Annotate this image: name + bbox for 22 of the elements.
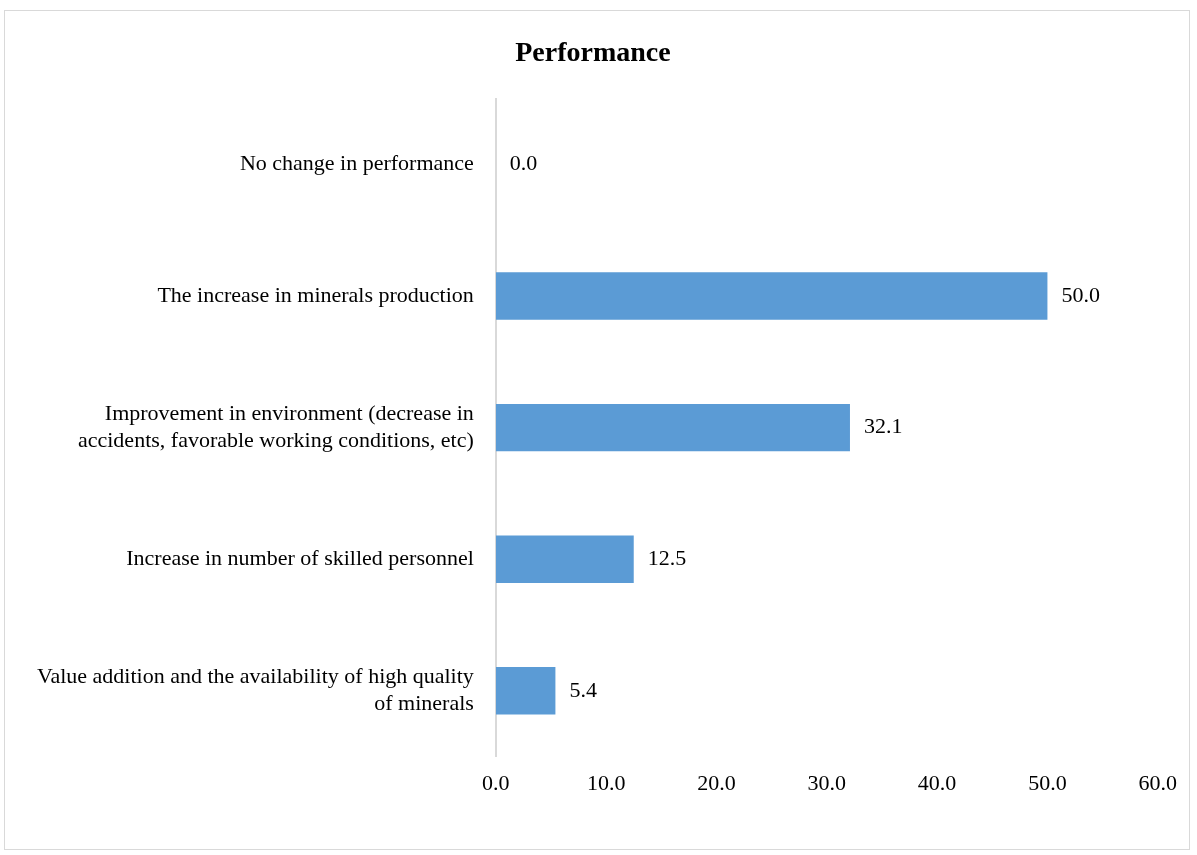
x-tick-label: 30.0 (807, 769, 847, 795)
y-tick-label: Improvement in environment (decrease in accidents, favorable working conditions, etc) (77, 400, 474, 452)
data-label: 0.0 (509, 150, 538, 176)
x-tick-label: 40.0 (917, 769, 957, 795)
data-label: 50.0 (1061, 281, 1100, 307)
x-tick-label: 60.0 (1138, 769, 1177, 795)
data-label: 12.5 (647, 544, 687, 570)
bar (495, 667, 556, 715)
x-tick-label: 10.0 (586, 769, 626, 795)
y-tick-label: Value addition and the availability of high quality of minerals (37, 663, 474, 715)
x-tick-label: 50.0 (1028, 769, 1067, 795)
chart-title: Performance (515, 36, 671, 68)
data-label: 32.1 (863, 413, 903, 439)
data-label: 5.4 (569, 676, 597, 702)
y-tick-label: No change in performance (239, 150, 474, 176)
bar (495, 272, 1048, 320)
y-tick-label: The increase in minerals production (157, 281, 474, 307)
x-tick-label: 20.0 (697, 769, 736, 795)
x-tick-label: 0.0 (482, 769, 510, 795)
bar (495, 535, 634, 583)
bar (495, 403, 850, 452)
y-tick-label: Increase in number of skilled personnel (126, 544, 474, 570)
